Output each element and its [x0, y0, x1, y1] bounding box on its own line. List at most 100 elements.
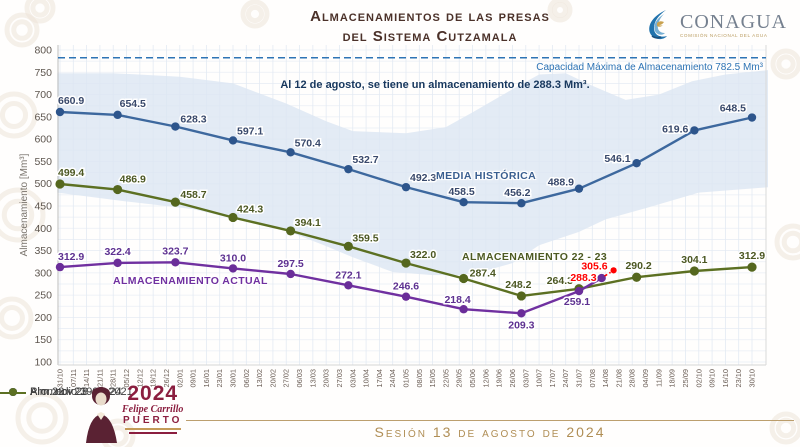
data-label: 209.3: [508, 319, 534, 331]
data-label: 323.7: [162, 245, 188, 257]
x-tick-label: 20/02: [268, 369, 277, 388]
projection-dashed-arrow: [604, 271, 612, 277]
conagua-name: CONAGUA: [680, 10, 787, 33]
legend-item-alm-22-23: Alm 22 - 23: [0, 386, 86, 398]
y-tick-label: 200: [34, 312, 52, 324]
data-label: 248.2: [505, 279, 531, 291]
x-tick-label: 28/08: [628, 369, 637, 388]
x-tick-label: 11/09: [654, 369, 663, 387]
x-tick-label: 15/05: [428, 369, 437, 388]
x-tick-label: 03/07: [521, 369, 530, 388]
data-label: 456.2: [504, 187, 530, 199]
border-swirl-ornament: [4, 12, 40, 48]
data-point: [344, 164, 353, 174]
data-point: [171, 122, 180, 131]
historical-range-band: [57, 70, 769, 276]
data-label: 660.9: [58, 95, 84, 107]
conagua-wordmark: CONAGUA COMISIÓN NACIONAL DEL AGUA: [680, 12, 787, 39]
data-label: 492.3: [410, 172, 436, 184]
y-tick-label: 800: [34, 45, 52, 57]
data-point: [632, 158, 641, 168]
data-label: 359.5: [352, 232, 378, 244]
logo-year: 2024: [127, 382, 179, 405]
data-label: 272.1: [335, 269, 361, 281]
data-label: 654.5: [120, 98, 146, 110]
border-swirl-ornament: [24, 0, 56, 24]
x-tick-label: 09/01: [189, 369, 198, 388]
x-tick-label: 31/10: [56, 369, 65, 388]
almacenamiento-22-23-label: ALMACENAMIENTO 22 - 23: [462, 251, 608, 263]
projection-annotation: 305.6: [580, 259, 617, 277]
projection-label: 305.6: [581, 260, 607, 272]
data-point: [597, 273, 606, 283]
x-tick-label: 19/06: [495, 369, 504, 388]
data-point: [113, 258, 122, 268]
x-tick-label: 09/10: [708, 369, 717, 388]
x-tick-label: 14/11: [82, 369, 91, 387]
data-point: [55, 179, 65, 189]
data-point: [286, 269, 295, 279]
data-label: 287.4: [470, 267, 496, 279]
conagua-water-drop-icon: [649, 10, 667, 40]
data-label: 394.1: [295, 217, 321, 229]
data-point: [113, 110, 122, 120]
logo-decorative-bar: [124, 428, 181, 430]
data-point: [632, 272, 642, 282]
x-tick-label: 23/01: [215, 369, 224, 388]
data-label: 310.0: [220, 252, 246, 264]
data-label: 264.3: [547, 275, 573, 287]
border-swirl-ornament: [0, 296, 34, 340]
title-line-2: del Sistema Cutzamala: [342, 27, 518, 45]
data-point: [55, 107, 65, 117]
data-label: 288.3: [570, 272, 596, 284]
data-point: [689, 266, 699, 276]
x-tick-label: 22/05: [441, 369, 450, 388]
border-swirl-ornament: [0, 187, 46, 243]
x-tick-label: 08/05: [415, 369, 424, 388]
x-tick-label: 16/10: [721, 369, 730, 388]
current-storage-annotation: Al 12 de agosto, se tiene un almacenamie…: [280, 79, 590, 91]
data-label: 597.1: [237, 125, 263, 137]
border-swirl-ornament: [0, 91, 38, 139]
data-label: 290.2: [625, 260, 651, 272]
x-tick-label: 07/08: [588, 369, 597, 388]
x-tick-label: 06/02: [242, 369, 251, 388]
x-tick-label: 12/12: [135, 369, 144, 388]
x-tick-label: 04/09: [641, 369, 650, 388]
border-swirl-ornament: [547, 0, 573, 23]
data-label: 322.0: [410, 249, 436, 261]
x-tick-label: 28/11: [109, 369, 118, 387]
data-point: [170, 197, 180, 207]
data-label: 499.4: [58, 167, 84, 179]
border-swirl-ornament: [774, 223, 800, 261]
x-tick-label: 03/04: [348, 369, 357, 388]
data-point: [228, 264, 238, 273]
border-swirl-ornament: [15, 391, 69, 445]
x-tick-label: 18/09: [668, 369, 677, 388]
x-axis-ticks: 31/10 07/11 14/11 21/11 28/11 05/12 12/12 19/12…: [56, 369, 757, 388]
logo-name-script: Felipe Carrillo: [122, 404, 184, 415]
almacenamiento-actual-label: ALMACENAMIENTO ACTUAL: [113, 275, 268, 287]
x-tick-label: 10/04: [362, 369, 371, 388]
data-point: [228, 212, 238, 223]
y-tick-label: 350: [34, 245, 52, 257]
session-date: Sesión 13 de agosto de 2024: [374, 424, 606, 440]
data-point: [459, 198, 468, 207]
data-point: [113, 184, 123, 195]
data-point: [747, 262, 757, 272]
footer-divider: [186, 420, 794, 421]
data-point: [171, 258, 180, 267]
title-line-1: Almacenamientos de las presas: [310, 8, 550, 25]
data-point: [401, 258, 411, 268]
data-label: 304.1: [681, 254, 707, 266]
data-label: 486.9: [120, 174, 146, 186]
data-label: 570.4: [295, 137, 321, 149]
x-tick-label: 29/05: [455, 369, 464, 388]
x-tick-label: 24/04: [388, 369, 397, 388]
x-tick-label: 06/03: [295, 369, 304, 388]
data-point: [228, 136, 238, 145]
x-tick-label: 20/03: [322, 369, 331, 388]
data-point: [516, 291, 526, 301]
legend-label: Alm 22 - 23: [30, 386, 87, 398]
x-tick-label: 05/12: [122, 369, 131, 388]
